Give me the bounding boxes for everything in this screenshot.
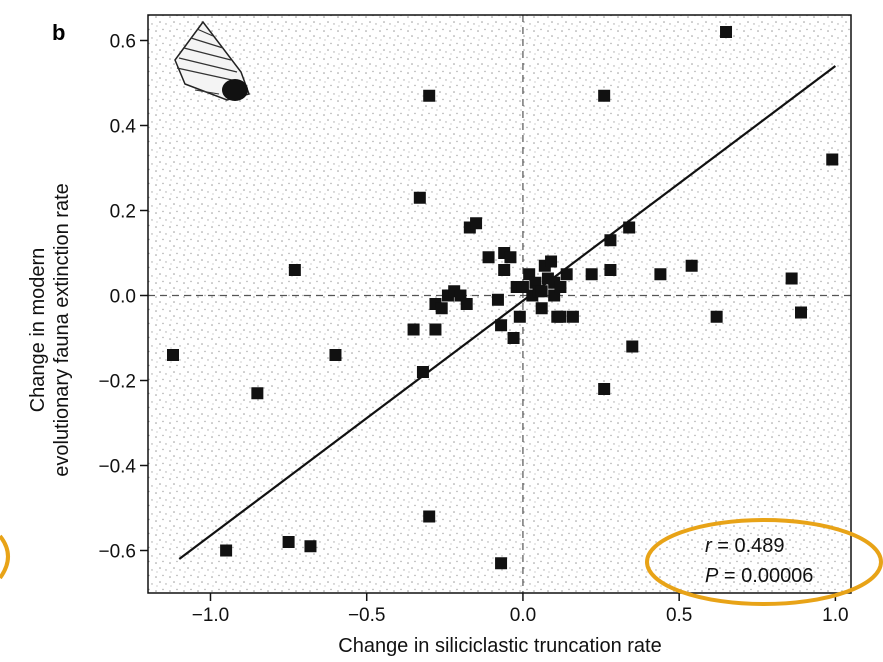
x-axis-title: Change in siliciclastic truncation rate bbox=[338, 635, 662, 657]
data-point bbox=[435, 302, 448, 315]
data-point bbox=[251, 387, 264, 400]
x-tick-label: 1.0 bbox=[822, 605, 848, 626]
x-tick-label: 0.0 bbox=[510, 605, 536, 626]
data-point bbox=[554, 281, 567, 293]
data-point bbox=[507, 332, 520, 344]
y-tick-label: 0.0 bbox=[110, 287, 136, 308]
data-point bbox=[604, 264, 617, 276]
data-point bbox=[598, 89, 611, 102]
data-point bbox=[826, 153, 839, 166]
data-point bbox=[329, 349, 342, 361]
data-point bbox=[491, 293, 504, 306]
plot-frame bbox=[147, 14, 852, 594]
regression-line bbox=[178, 65, 837, 560]
data-point bbox=[554, 310, 567, 323]
data-point bbox=[535, 302, 548, 315]
data-point bbox=[413, 191, 426, 204]
data-point bbox=[720, 26, 733, 38]
data-point bbox=[545, 255, 558, 268]
y-tick-label: 0.6 bbox=[110, 32, 136, 53]
data-point bbox=[626, 340, 639, 353]
correlation-label: r = 0.489 bbox=[705, 535, 785, 557]
data-point bbox=[566, 310, 579, 323]
y-tick-label: −0.4 bbox=[98, 457, 136, 478]
regression-line-group bbox=[178, 65, 837, 560]
y-axis: 0.6 0.4 0.2 0.0 −0.2 −0.4 −0.6 bbox=[98, 32, 148, 563]
y-tick-label: 0.2 bbox=[110, 202, 136, 223]
data-point bbox=[282, 536, 295, 548]
data-point bbox=[495, 557, 508, 570]
left-edge-highlight-arc bbox=[0, 534, 10, 580]
x-axis: −1.0 −0.5 0.0 0.5 1.0 bbox=[192, 593, 849, 626]
data-point bbox=[495, 319, 508, 332]
data-point bbox=[604, 234, 617, 247]
data-point bbox=[304, 540, 317, 553]
annotation-highlight-ring bbox=[645, 518, 883, 606]
p-value-label: P = 0.00006 bbox=[705, 565, 813, 587]
data-point bbox=[585, 268, 598, 281]
x-tick-label: −0.5 bbox=[348, 605, 386, 626]
panel-label: b bbox=[52, 20, 65, 45]
data-point bbox=[710, 310, 723, 323]
data-point bbox=[516, 281, 529, 293]
data-point bbox=[220, 544, 233, 557]
data-point bbox=[685, 259, 698, 272]
data-point bbox=[623, 221, 636, 234]
data-point bbox=[654, 268, 667, 281]
y-tick-label: −0.6 bbox=[98, 542, 136, 563]
data-point bbox=[429, 323, 442, 336]
y-axis-title-line-1: Change in modern bbox=[27, 248, 49, 413]
data-point bbox=[504, 251, 517, 264]
data-point bbox=[416, 366, 429, 378]
y-axis-title-line-2: evolutionary fauna extinction rate bbox=[51, 183, 73, 477]
data-point bbox=[288, 264, 301, 276]
data-point bbox=[560, 268, 573, 281]
data-point bbox=[470, 217, 483, 230]
data-point bbox=[535, 285, 548, 298]
x-tick-label: 0.5 bbox=[666, 605, 692, 626]
x-tick-label: −1.0 bbox=[192, 605, 230, 626]
data-point bbox=[423, 510, 436, 523]
shell-illustration bbox=[174, 20, 250, 101]
data-points bbox=[166, 26, 839, 570]
data-point bbox=[166, 349, 179, 361]
y-tick-label: 0.4 bbox=[110, 117, 137, 138]
data-point bbox=[498, 264, 511, 276]
data-point bbox=[598, 383, 611, 395]
data-point bbox=[423, 89, 436, 102]
data-point bbox=[482, 251, 495, 264]
data-point bbox=[795, 306, 808, 319]
data-point bbox=[460, 298, 473, 310]
data-point bbox=[513, 310, 526, 323]
data-point bbox=[407, 323, 420, 336]
data-point bbox=[785, 272, 798, 285]
y-tick-label: −0.2 bbox=[98, 372, 136, 393]
